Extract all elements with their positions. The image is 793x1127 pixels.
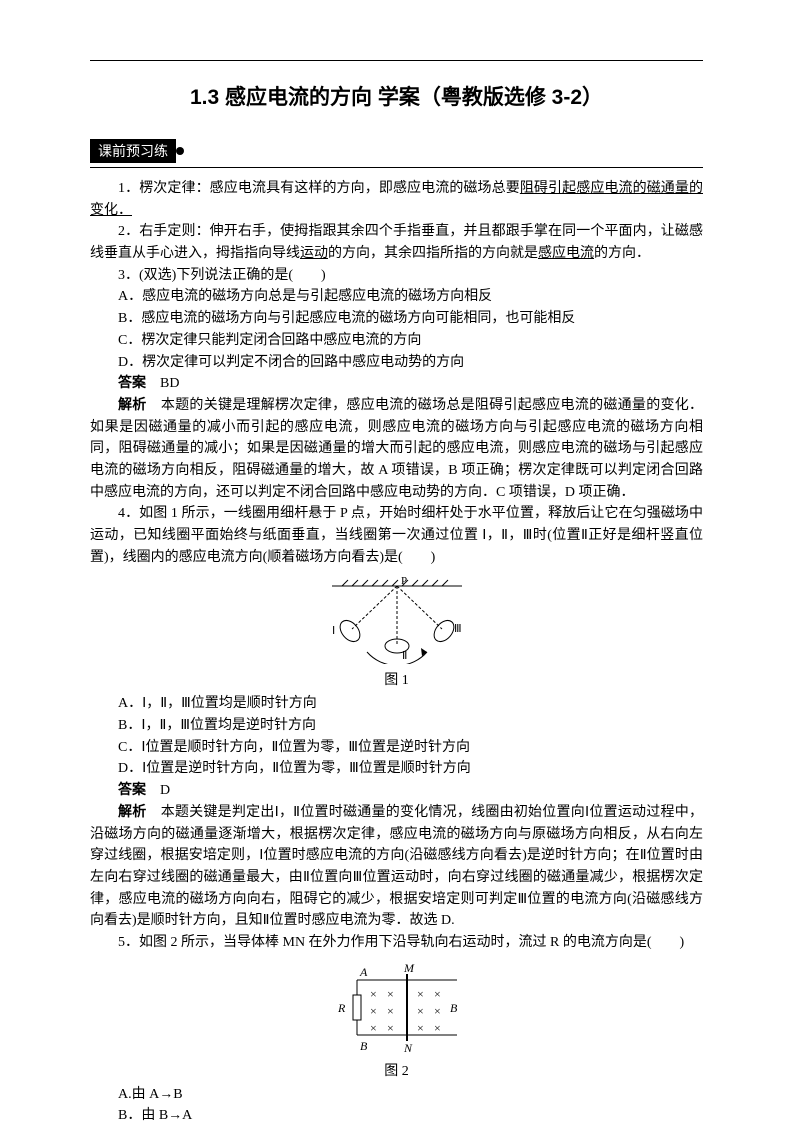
q5-opt-a: A.由 A→B	[90, 1084, 703, 1106]
q4-stem: 4．如图 1 所示，一线圈用细杆悬于 P 点，开始时细杆处于水平位置，释放后让它…	[90, 503, 703, 568]
explain-label: 解析	[118, 805, 146, 820]
q5-stem: 5．如图 2 所示，当导体棒 MN 在外力作用下沿导轨向右运动时，流过 R 的电…	[90, 932, 703, 954]
svg-text:×: ×	[387, 1021, 394, 1035]
q3-stem: 3．(双选)下列说法正确的是( )	[90, 265, 703, 287]
q3-opt-a: A．感应电流的磁场方向总是与引起感应电流的磁场方向相反	[90, 286, 703, 308]
answer-label: 答案	[118, 376, 146, 391]
q4-opt-c: C．Ⅰ位置是顺时针方向，Ⅱ位置为零，Ⅲ位置是逆时针方向	[90, 737, 703, 759]
fig1-P: P	[401, 575, 407, 587]
q3-opt-b: B．感应电流的磁场方向与引起感应电流的磁场方向可能相同，也可能相反	[90, 308, 703, 330]
svg-text:×: ×	[387, 1004, 394, 1018]
svg-text:×: ×	[370, 987, 377, 1001]
figure-1: P Ⅰ Ⅱ Ⅲ 图 1	[90, 574, 703, 689]
p2-c: 的方向．	[594, 246, 650, 261]
figure-1-svg: P Ⅰ Ⅱ Ⅲ	[322, 574, 472, 664]
tab-underline	[90, 167, 703, 168]
figure-2: R M N A B B × × × × × × × × × × × × 图 2	[90, 960, 703, 1080]
page: 1.3 感应电流的方向 学案（粤教版选修 3-2） 课前预习练 1．楞次定律：感…	[0, 0, 793, 1122]
svg-text:×: ×	[417, 987, 424, 1001]
q5-options: A.由 A→B B．由 B→A	[90, 1084, 703, 1127]
q4-opt-b: B．Ⅰ，Ⅱ，Ⅲ位置均是逆时针方向	[90, 715, 703, 737]
q4-answer-line: 答案 D	[90, 780, 703, 802]
svg-text:×: ×	[417, 1004, 424, 1018]
point-2: 2．右手定则：伸开右手，使拇指跟其余四个手指垂直，并且都跟手掌在同一个平面内，让…	[90, 221, 703, 264]
figure-1-caption: 图 1	[90, 669, 703, 689]
q3-answer-line: 答案 BD	[90, 373, 703, 395]
p2-u: 运动	[300, 246, 328, 261]
explain-label: 解析	[118, 398, 147, 413]
fig2-A: A	[359, 965, 368, 979]
answer-label: 答案	[118, 783, 146, 798]
q4-explanation: 解析 本题关键是判定出Ⅰ，Ⅱ位置时磁通量的变化情况，线圈由初始位置向Ⅰ位置运动过…	[90, 802, 703, 932]
fig1-I: Ⅰ	[332, 625, 335, 637]
svg-text:×: ×	[370, 1021, 377, 1035]
svg-text:×: ×	[387, 987, 394, 1001]
q4-options: A．Ⅰ，Ⅱ，Ⅲ位置均是顺时针方向 B．Ⅰ，Ⅱ，Ⅲ位置均是逆时针方向 C．Ⅰ位置是…	[90, 693, 703, 780]
q4-answer: D	[160, 783, 170, 798]
point-1: 1．楞次定律：感应电流具有这样的方向，即感应电流的磁场总要阻碍引起感应电流的磁通…	[90, 178, 703, 221]
fig2-R: R	[337, 1001, 346, 1015]
q4-exp-text: 本题关键是判定出Ⅰ，Ⅱ位置时磁通量的变化情况，线圈由初始位置向Ⅰ位置运动过程中，…	[90, 805, 703, 928]
top-rule	[90, 60, 703, 61]
fig2-N: N	[403, 1041, 413, 1055]
q3-exp-text: 本题的关键是理解楞次定律，感应电流的磁场总是阻碍引起感应电流的磁通量的变化．如果…	[90, 398, 703, 500]
q3-opt-d: D．楞次定律可以判定不闭合的回路中感应电动势的方向	[90, 352, 703, 374]
q3-opt-c: C．楞次定律只能判定闭合回路中感应电流的方向	[90, 330, 703, 352]
fig1-II: Ⅱ	[402, 650, 407, 662]
fig2-B: B	[360, 1039, 368, 1053]
figure-2-caption: 图 2	[90, 1060, 703, 1080]
p2-b: 的方向，其余四指所指的方向就是	[328, 246, 538, 261]
q3-answer: BD	[160, 376, 179, 391]
svg-text:×: ×	[434, 1004, 441, 1018]
q4-opt-a: A．Ⅰ，Ⅱ，Ⅲ位置均是顺时针方向	[90, 693, 703, 715]
section-tab: 课前预习练	[90, 139, 176, 163]
q4-opt-d: D．Ⅰ位置是逆时针方向，Ⅱ位置为零，Ⅲ位置是顺时针方向	[90, 758, 703, 780]
q3-options: A．感应电流的磁场方向总是与引起感应电流的磁场方向相反 B．感应电流的磁场方向与…	[90, 286, 703, 373]
figure-2-svg: R M N A B B × × × × × × × × × × × ×	[322, 960, 472, 1055]
page-title: 1.3 感应电流的方向 学案（粤教版选修 3-2）	[90, 81, 703, 111]
svg-text:×: ×	[370, 1004, 377, 1018]
q5-opt-b: B．由 B→A	[90, 1105, 703, 1127]
fig2-B2: B	[450, 1001, 458, 1015]
fig1-III: Ⅲ	[454, 623, 462, 635]
svg-text:×: ×	[434, 1021, 441, 1035]
p1-lead: 1．楞次定律：感应电流具有这样的方向，即感应电流的磁场总要	[118, 181, 520, 196]
svg-text:×: ×	[434, 987, 441, 1001]
svg-text:×: ×	[417, 1021, 424, 1035]
p2-u2: 感应电流	[538, 246, 594, 261]
fig2-M: M	[403, 961, 415, 975]
q3-explanation: 解析 本题的关键是理解楞次定律，感应电流的磁场总是阻碍引起感应电流的磁通量的变化…	[90, 395, 703, 503]
